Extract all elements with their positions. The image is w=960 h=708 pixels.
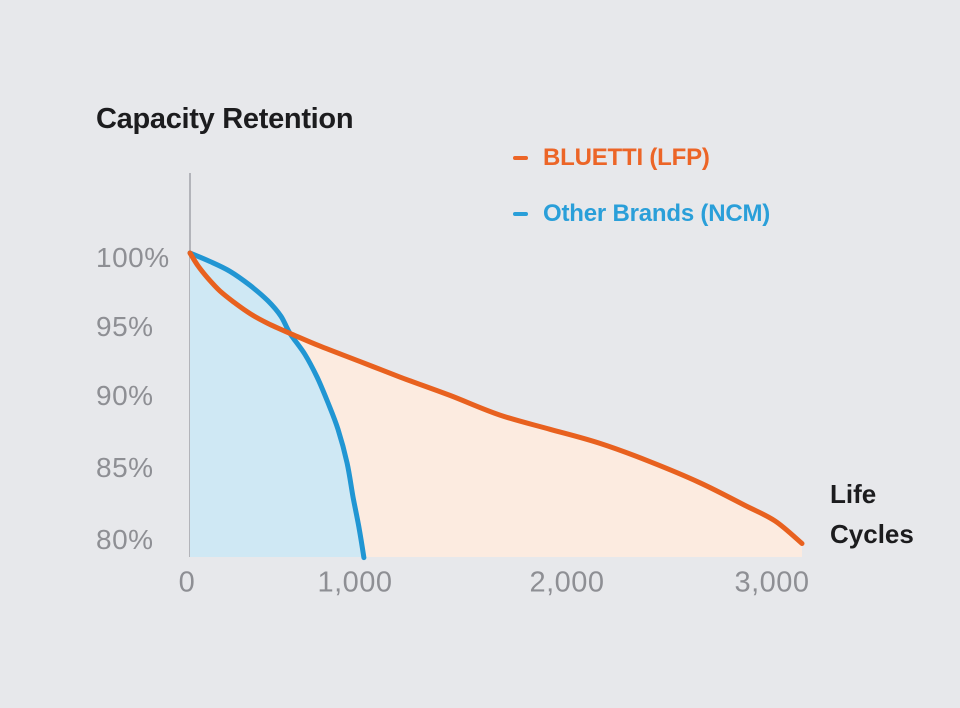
chart-title: Capacity Retention: [96, 103, 354, 135]
chart-legend: BLUETTI (LFP) Other Brands (NCM): [513, 143, 770, 255]
x-tick-label-1000: 1,000: [317, 566, 393, 599]
y-tick-label-90: 90%: [96, 380, 154, 411]
y-tick-label-80: 80%: [96, 524, 154, 555]
legend-label: Other Brands (NCM): [543, 200, 771, 227]
x-axis-title-line2: Cycles: [830, 519, 914, 549]
legend-dash-icon: [513, 212, 528, 216]
x-tick-label-0: 0: [178, 566, 196, 599]
y-tick-label-95: 95%: [96, 311, 154, 342]
legend-label: BLUETTI (LFP): [543, 144, 710, 171]
x-tick-label-3000: 3,000: [734, 566, 810, 599]
area-fill-other-brands-ncm: [190, 253, 364, 558]
y-tick-label-100: 100%: [96, 242, 170, 273]
curve-bluetti-lfp: [187, 250, 805, 546]
legend-dash-icon: [513, 156, 528, 160]
x-axis-title: Life Cycles: [830, 474, 914, 554]
x-axis-title-line1: Life: [830, 479, 877, 509]
legend-item-other-brands-ncm: Other Brands (NCM): [513, 199, 770, 229]
x-tick-label-2000: 2,000: [529, 566, 605, 599]
legend-item-bluetti-lfp: BLUETTI (LFP): [513, 143, 770, 173]
curve-other-brands-ncm: [187, 250, 367, 561]
y-tick-label-85: 85%: [96, 452, 154, 483]
